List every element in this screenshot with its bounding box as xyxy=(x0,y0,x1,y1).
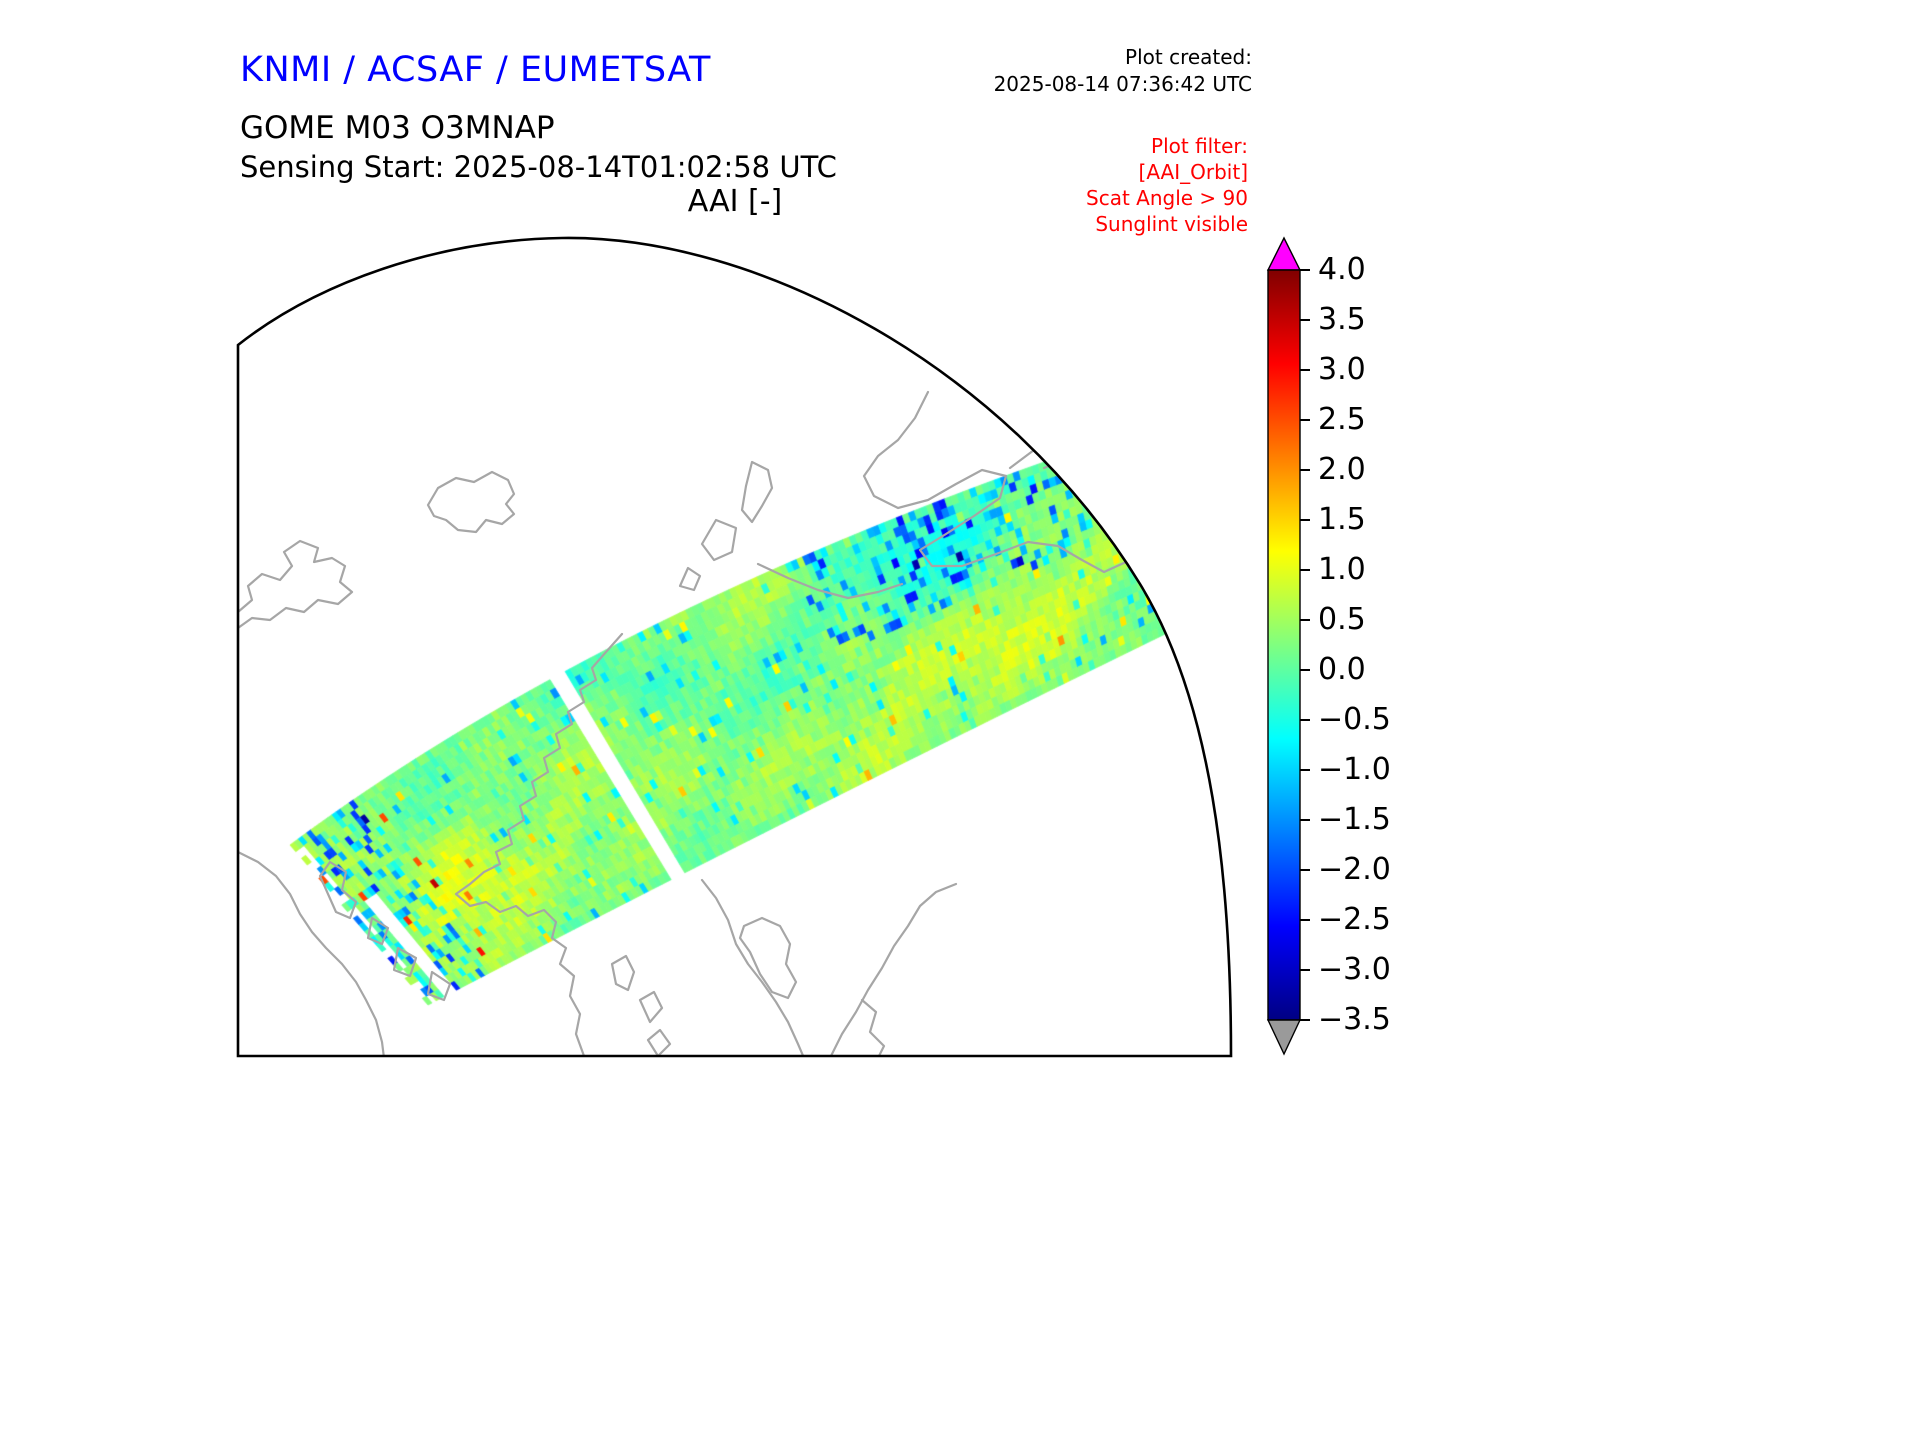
colorbar xyxy=(1266,236,1302,1056)
coastline-iceland xyxy=(426,470,516,534)
coastlines xyxy=(238,390,1180,1056)
coastline-island xyxy=(740,460,774,524)
coastline xyxy=(238,539,354,630)
map-boundary xyxy=(236,236,1233,1058)
coastline xyxy=(1128,518,1168,552)
colorbar-under-arrow xyxy=(1266,1019,1302,1056)
coastline-arctic xyxy=(862,390,1180,594)
coastline xyxy=(238,850,386,1056)
coastline-island xyxy=(392,946,418,978)
coastline-baltic xyxy=(700,878,806,1056)
coastline-scandinavia xyxy=(454,632,624,1056)
coastline xyxy=(860,998,886,1056)
colorbar-gradient xyxy=(1267,269,1301,1021)
coastline xyxy=(1008,434,1080,470)
coastline-island xyxy=(426,970,452,1002)
coastline-island xyxy=(646,1028,672,1056)
coastline-island xyxy=(366,916,390,946)
coastline-island xyxy=(610,954,636,992)
colorbar-over-arrow xyxy=(1266,236,1302,271)
coastline-island xyxy=(700,518,738,562)
coastline-island xyxy=(318,860,358,920)
coastline-island xyxy=(638,990,664,1024)
coastline-island xyxy=(678,566,702,592)
coastline xyxy=(828,882,958,1056)
coastline-island xyxy=(738,916,798,1000)
coastline xyxy=(756,562,904,600)
